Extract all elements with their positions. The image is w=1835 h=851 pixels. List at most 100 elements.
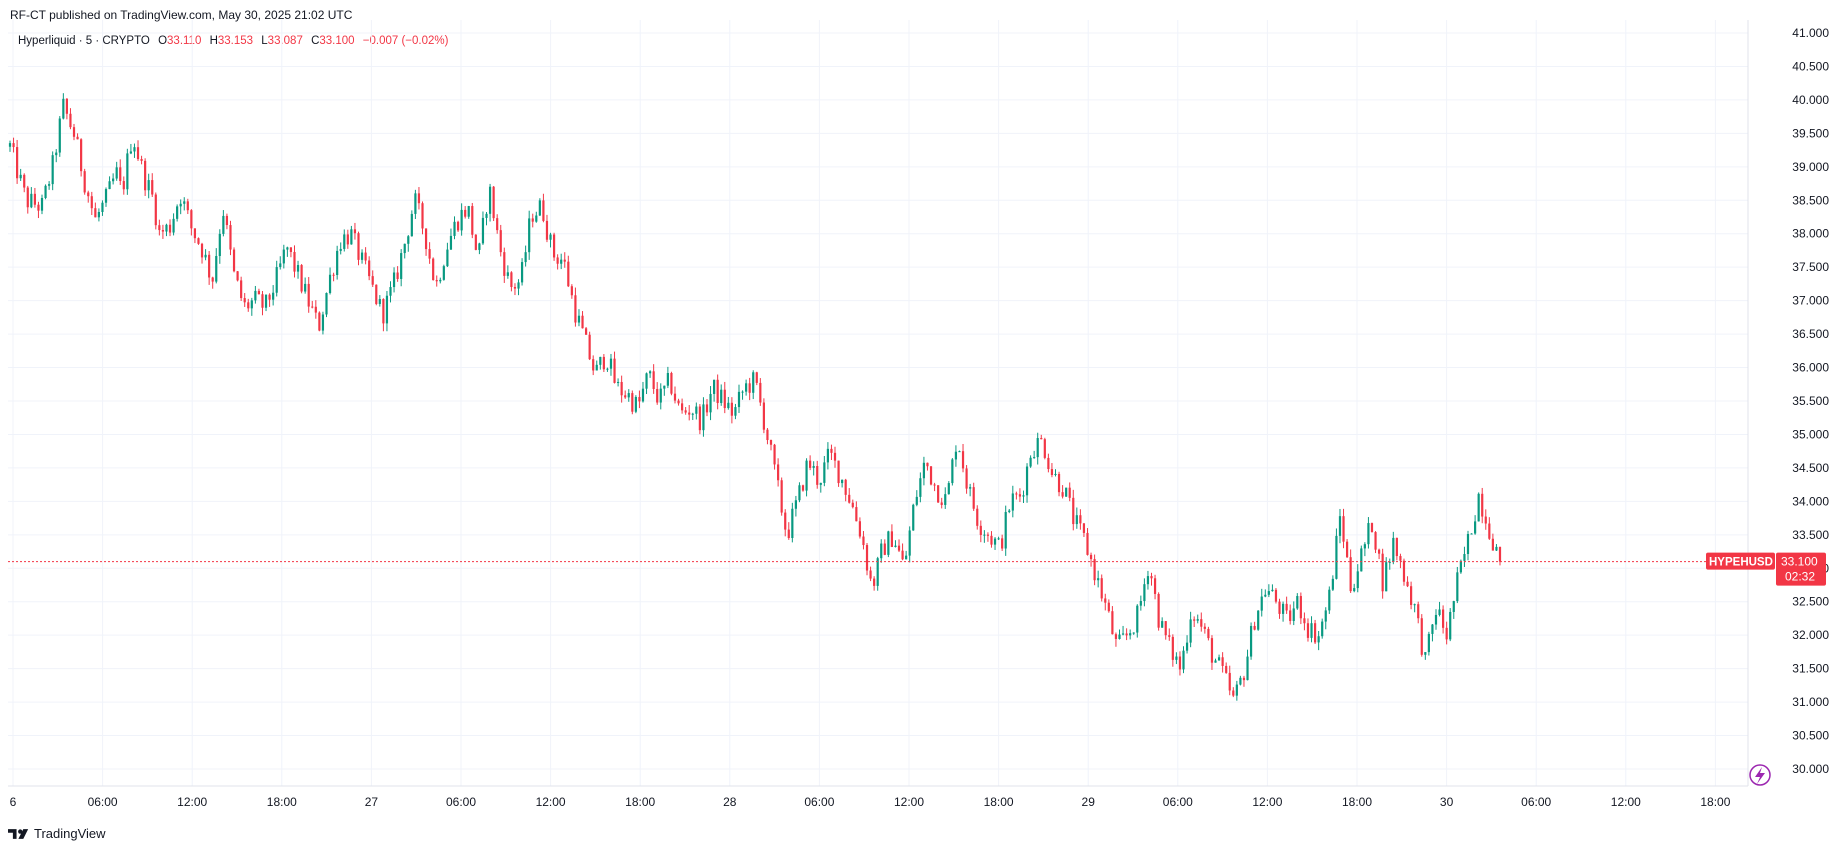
candle-body <box>1281 603 1285 614</box>
candle <box>734 403 737 420</box>
candle-body <box>798 485 801 501</box>
candle-body <box>1129 633 1132 636</box>
candle <box>510 271 513 292</box>
candle-body <box>1075 515 1078 525</box>
candle <box>19 168 22 181</box>
candle-body <box>1089 554 1093 560</box>
candle-body <box>1161 621 1164 628</box>
candle <box>905 550 908 560</box>
candle <box>147 173 150 199</box>
candle <box>528 210 531 260</box>
candle-body <box>119 167 122 182</box>
candle <box>72 123 76 141</box>
candle-body <box>158 225 161 231</box>
candle <box>325 292 328 318</box>
candle-body <box>417 193 421 204</box>
candle <box>243 293 246 307</box>
candle <box>1196 614 1199 624</box>
candle-body <box>858 521 862 537</box>
candle <box>908 526 911 563</box>
candle-body <box>1015 493 1018 495</box>
candle-body <box>1104 598 1107 603</box>
candle-body <box>357 233 360 260</box>
candle-body <box>1289 610 1292 621</box>
last-price-tag: HYPEHUSD 33.100 02:32 <box>1706 552 1826 586</box>
candle-body <box>176 206 179 219</box>
x-tick-label: 28 <box>723 795 737 809</box>
candle-body <box>1132 632 1135 634</box>
y-tick-label: 40.500 <box>1792 59 1829 73</box>
candle <box>69 108 72 130</box>
candle <box>599 356 602 370</box>
candle-body <box>574 295 577 323</box>
candle-body <box>1143 584 1146 601</box>
candle <box>894 540 897 548</box>
candle-body <box>311 306 314 308</box>
candle <box>1164 621 1167 640</box>
candle-body <box>976 508 979 526</box>
candle <box>1260 588 1263 617</box>
candle-body <box>929 466 933 485</box>
candle <box>492 185 495 222</box>
candle <box>389 281 392 303</box>
candle <box>912 503 915 531</box>
candle-body <box>1008 510 1011 512</box>
candle-body <box>972 487 975 509</box>
candle <box>570 284 573 299</box>
candle-body <box>453 221 456 236</box>
candle <box>350 225 353 245</box>
candle-body <box>279 263 282 268</box>
candle <box>1001 534 1004 551</box>
candle <box>602 354 605 373</box>
candle <box>1406 576 1409 588</box>
candle-body <box>304 283 307 292</box>
time-axis[interactable]: 6 06:00 12:00 18:00 27 06:00 12:00 18:00 28 06:00… <box>10 795 1731 809</box>
candle <box>1079 509 1082 530</box>
candle <box>293 245 296 278</box>
candle <box>584 326 588 335</box>
candle-body <box>1452 601 1455 612</box>
candle <box>1413 603 1416 613</box>
candle-body <box>101 202 104 212</box>
candle <box>816 460 819 489</box>
candle <box>1193 616 1196 628</box>
candle <box>524 245 527 267</box>
candle <box>1264 589 1267 598</box>
candle-body <box>1449 611 1452 640</box>
candle-body <box>1182 650 1185 670</box>
candle-body <box>12 143 15 148</box>
candle-body <box>1353 588 1356 592</box>
candle-body <box>1459 560 1462 573</box>
footer-brand[interactable]: TradingView <box>8 826 106 841</box>
candle-body <box>812 466 815 468</box>
candle-body <box>1434 614 1438 625</box>
candle <box>535 211 538 223</box>
lightning-icon[interactable] <box>1749 764 1771 786</box>
candle-body <box>1257 610 1260 630</box>
candle-body <box>40 197 44 211</box>
candle <box>275 260 278 297</box>
candle <box>1065 487 1068 497</box>
price-axis[interactable]: 41.000 40.500 40.000 39.500 39.000 38.500 38.0… <box>1792 26 1829 776</box>
candle <box>26 185 29 214</box>
candle-body <box>1146 576 1150 585</box>
candle <box>183 197 186 211</box>
y-tick-label: 31.000 <box>1792 695 1829 709</box>
candle-body <box>926 462 929 467</box>
candle <box>353 222 357 240</box>
candle <box>1242 675 1246 687</box>
candle-body <box>755 372 758 383</box>
candle-body <box>1022 495 1025 497</box>
candle-body <box>1278 601 1281 614</box>
candle <box>791 502 794 543</box>
candle <box>737 384 741 413</box>
legend-close-value: 33.100 <box>319 35 355 47</box>
candle <box>677 398 680 406</box>
candle-body <box>833 452 837 461</box>
candle-body <box>1239 677 1242 685</box>
candle-body <box>1456 572 1459 602</box>
candle-body <box>129 151 133 154</box>
candle-body <box>19 174 22 179</box>
candle-body <box>282 249 285 264</box>
